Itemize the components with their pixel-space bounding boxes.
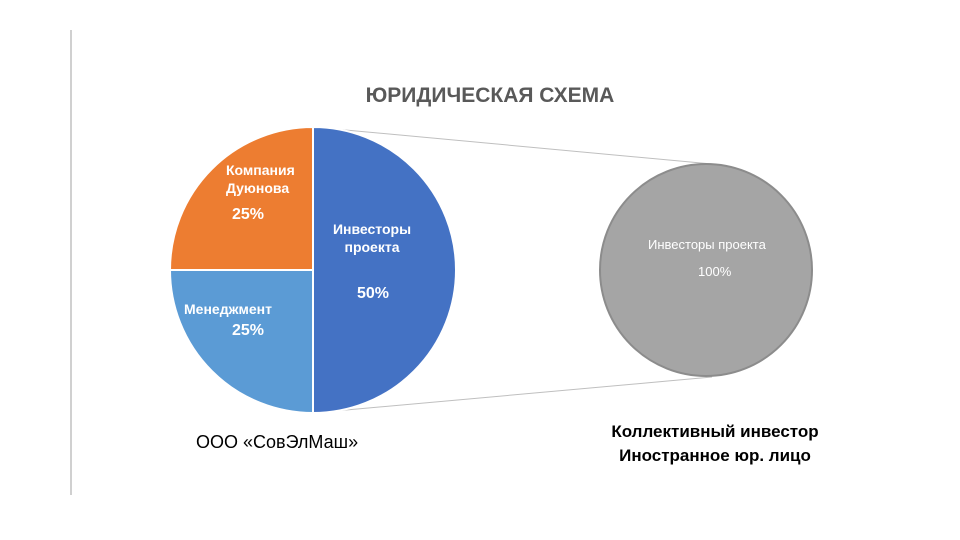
chart-title: ЮРИДИЧЕСКАЯ СХЕМА bbox=[366, 84, 615, 107]
connector bbox=[312, 376, 713, 414]
pie-slice bbox=[599, 163, 813, 377]
pie-slice bbox=[168, 269, 314, 415]
value-label: 50% bbox=[357, 285, 390, 302]
pie-slice bbox=[312, 125, 457, 415]
slice-label: Менеджмент bbox=[184, 301, 272, 317]
value-label: 100% bbox=[698, 264, 732, 279]
slice-label: Инвесторы проекта bbox=[332, 221, 412, 255]
value-label: 25% bbox=[232, 322, 265, 339]
pie-slice bbox=[168, 125, 314, 271]
caption: Иностранное юр. лицо bbox=[619, 446, 811, 465]
value-label: 25% bbox=[232, 206, 265, 223]
caption: Коллективный инвестор bbox=[611, 422, 819, 441]
slice-label: Инвесторы проекта bbox=[648, 237, 766, 252]
slice-label: Компания Дуюнова bbox=[226, 162, 295, 196]
caption: ООО «СовЭлМаш» bbox=[196, 432, 359, 452]
connector bbox=[312, 126, 713, 165]
